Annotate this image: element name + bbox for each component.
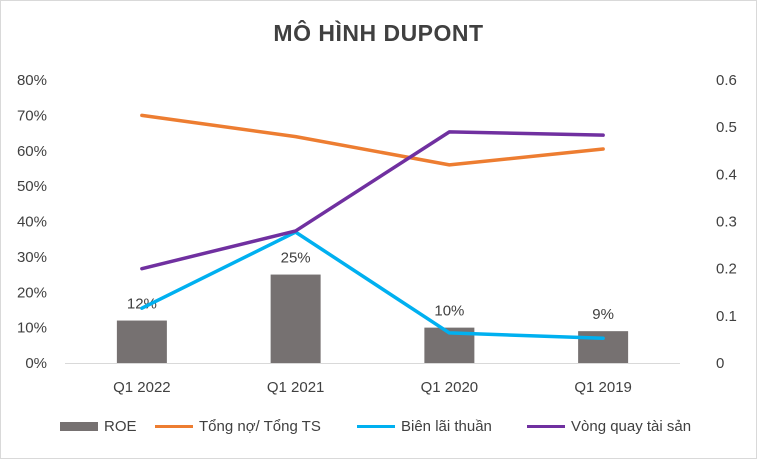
y-left-tick-label: 70% <box>17 107 47 124</box>
y-left-tick-label: 40% <box>17 214 47 231</box>
legend-item-net-margin: Biên lãi thuần <box>357 418 492 435</box>
y-right-tick-label: 0.6 <box>716 72 737 89</box>
legend-label-net-margin: Biên lãi thuần <box>401 418 492 435</box>
asset-turnover-line <box>140 130 605 271</box>
legend-swatch-debt-ratio <box>155 425 193 428</box>
roe-data-label: 25% <box>281 250 311 267</box>
y-left-tick-label: 0% <box>25 355 47 372</box>
roe-bar <box>116 320 167 363</box>
roe-data-label: 12% <box>127 296 157 313</box>
debt-ratio-line <box>140 113 605 167</box>
y-right-tick-label: 0.3 <box>716 214 737 231</box>
y-left-tick-label: 50% <box>17 178 47 195</box>
x-tick-label: Q1 2021 <box>267 379 325 396</box>
legend-label-asset-turnover: Vòng quay tài sản <box>571 418 692 435</box>
y-right-tick-label: 0.1 <box>716 308 737 325</box>
x-tick-label: Q1 2022 <box>113 379 171 396</box>
y-right-tick-label: 0.4 <box>716 166 737 183</box>
legend-item-asset-turnover: Vòng quay tài sản <box>527 418 691 435</box>
y-right-tick-label: 0 <box>716 355 724 372</box>
chart-legend: ROE Tổng nợ/ Tổng TS Biên lãi thuần Vòng… <box>0 418 757 438</box>
roe-data-label: 9% <box>592 306 614 323</box>
x-tick-label: Q1 2019 <box>574 379 632 396</box>
y-right-tick-label: 0.5 <box>716 119 737 136</box>
chart-title: MÔ HÌNH DUPONT <box>273 20 484 46</box>
y-left-tick-label: 10% <box>17 320 47 337</box>
legend-label-roe: ROE <box>104 418 137 435</box>
y-left-tick-label: 60% <box>17 143 47 160</box>
legend-label-debt-ratio: Tổng nợ/ Tổng TS <box>199 418 321 435</box>
y-left-tick-label: 80% <box>17 72 47 89</box>
x-tick-label: Q1 2020 <box>421 379 479 396</box>
legend-item-debt-ratio: Tổng nợ/ Tổng TS <box>155 418 321 435</box>
roe-bar <box>270 274 321 363</box>
legend-swatch-roe <box>60 422 98 431</box>
legend-swatch-net-margin <box>357 425 395 428</box>
net-margin-line <box>140 230 605 340</box>
y-left-tick-label: 30% <box>17 249 47 266</box>
y-left-tick-label: 20% <box>17 284 47 301</box>
roe-data-label: 10% <box>434 303 464 320</box>
y-right-tick-label: 0.2 <box>716 261 737 278</box>
legend-swatch-asset-turnover <box>527 425 565 428</box>
legend-item-roe: ROE <box>60 418 137 435</box>
